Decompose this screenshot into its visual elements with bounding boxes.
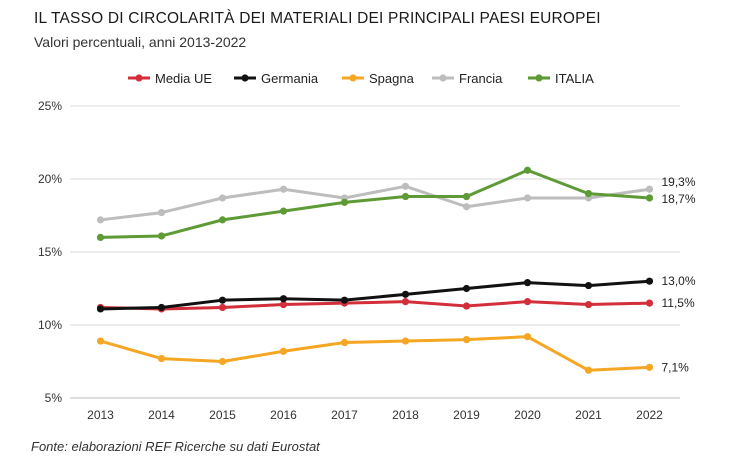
x-tick-label: 2019 xyxy=(453,408,480,422)
x-axis-ticks: 2013 2014 2015 2016 2017 2018 2019 2020 2021 2022 xyxy=(87,408,663,422)
end-value-label: 7,1% xyxy=(662,360,690,374)
data-point xyxy=(401,290,410,298)
data-point xyxy=(462,192,471,201)
data-point xyxy=(401,298,410,306)
chart-subtitle: Valori percentuali, anni 2013-2022 xyxy=(34,34,247,50)
data-point xyxy=(523,194,532,202)
data-point xyxy=(218,357,227,366)
series-line xyxy=(99,184,651,222)
data-point xyxy=(523,166,532,174)
data-point xyxy=(279,295,288,303)
legend-swatch-marker xyxy=(535,74,543,82)
end-labels: 11,5% 13,0% 7,1% 19,3% 18,7% xyxy=(662,175,696,374)
x-tick-label: 2021 xyxy=(575,408,602,422)
legend-swatch-marker xyxy=(349,74,357,82)
legend-entry: Media UE xyxy=(155,71,212,86)
data-point xyxy=(645,363,654,371)
end-value-label: 11,5% xyxy=(662,296,695,310)
x-tick-label: 2022 xyxy=(636,408,663,422)
data-point xyxy=(340,198,349,206)
legend-swatch-marker xyxy=(439,74,447,82)
data-point xyxy=(279,185,288,193)
series-line xyxy=(99,279,651,311)
y-tick-label: 5% xyxy=(45,391,63,405)
legend-swatch-marker xyxy=(241,74,249,82)
data-point xyxy=(462,302,471,310)
data-point xyxy=(157,232,166,240)
source-note: Fonte: elaborazioni REF Ricerche su dati… xyxy=(31,439,320,454)
y-tick-label: 25% xyxy=(38,99,62,113)
data-point xyxy=(157,303,166,312)
series-lines xyxy=(96,166,654,374)
data-point xyxy=(279,347,288,355)
data-point xyxy=(645,185,654,193)
data-point xyxy=(96,216,105,224)
end-value-label: 19,3% xyxy=(662,175,696,189)
chart-title: IL TASSO DI CIRCOLARITÀ DEI MATERIALI DE… xyxy=(34,10,601,27)
data-point xyxy=(218,303,227,312)
data-point xyxy=(340,296,349,304)
data-point xyxy=(523,333,532,341)
y-axis-ticks: 5% 10% 15% 20% 25% xyxy=(38,99,62,405)
data-point xyxy=(157,208,166,217)
data-point xyxy=(462,203,471,211)
y-tick-label: 10% xyxy=(38,318,62,332)
legend-entry: Germania xyxy=(261,71,319,86)
data-point xyxy=(645,299,654,307)
y-tick-label: 20% xyxy=(38,172,62,186)
data-point xyxy=(645,194,654,202)
legend-swatch-marker xyxy=(135,74,143,82)
data-point xyxy=(401,337,410,345)
x-tick-label: 2015 xyxy=(209,408,236,422)
data-point xyxy=(96,305,105,313)
grid xyxy=(70,105,680,399)
data-point xyxy=(401,192,410,201)
data-point xyxy=(218,296,227,304)
data-point xyxy=(584,281,593,290)
data-point xyxy=(584,300,593,309)
data-point xyxy=(462,336,471,344)
data-point xyxy=(96,233,105,241)
data-point xyxy=(584,190,593,198)
series-line xyxy=(99,168,651,239)
x-tick-label: 2020 xyxy=(514,408,541,422)
legend: Media UE Germania Spagna Francia ITALIA xyxy=(128,71,594,86)
legend-entry: Spagna xyxy=(369,71,415,86)
series-line xyxy=(99,300,651,311)
legend-entry: Francia xyxy=(459,71,503,86)
data-point xyxy=(218,194,227,202)
data-point xyxy=(157,354,166,363)
data-point xyxy=(218,216,227,224)
legend-entry: ITALIA xyxy=(555,71,594,86)
data-point xyxy=(279,207,288,215)
x-tick-label: 2017 xyxy=(331,408,358,422)
data-point xyxy=(584,366,593,374)
y-tick-label: 15% xyxy=(38,245,62,259)
series-line xyxy=(99,335,651,372)
data-point xyxy=(523,279,532,287)
data-point xyxy=(645,277,654,285)
data-point xyxy=(279,300,288,309)
data-point xyxy=(401,182,410,190)
x-tick-label: 2018 xyxy=(392,408,419,422)
x-tick-label: 2013 xyxy=(87,408,114,422)
data-point xyxy=(462,284,471,293)
data-point xyxy=(340,338,349,347)
x-tick-label: 2016 xyxy=(270,408,297,422)
data-point xyxy=(96,337,105,345)
data-point xyxy=(523,298,532,306)
end-value-label: 18,7% xyxy=(662,192,696,206)
end-value-label: 13,0% xyxy=(662,274,696,288)
x-tick-label: 2014 xyxy=(148,408,175,422)
